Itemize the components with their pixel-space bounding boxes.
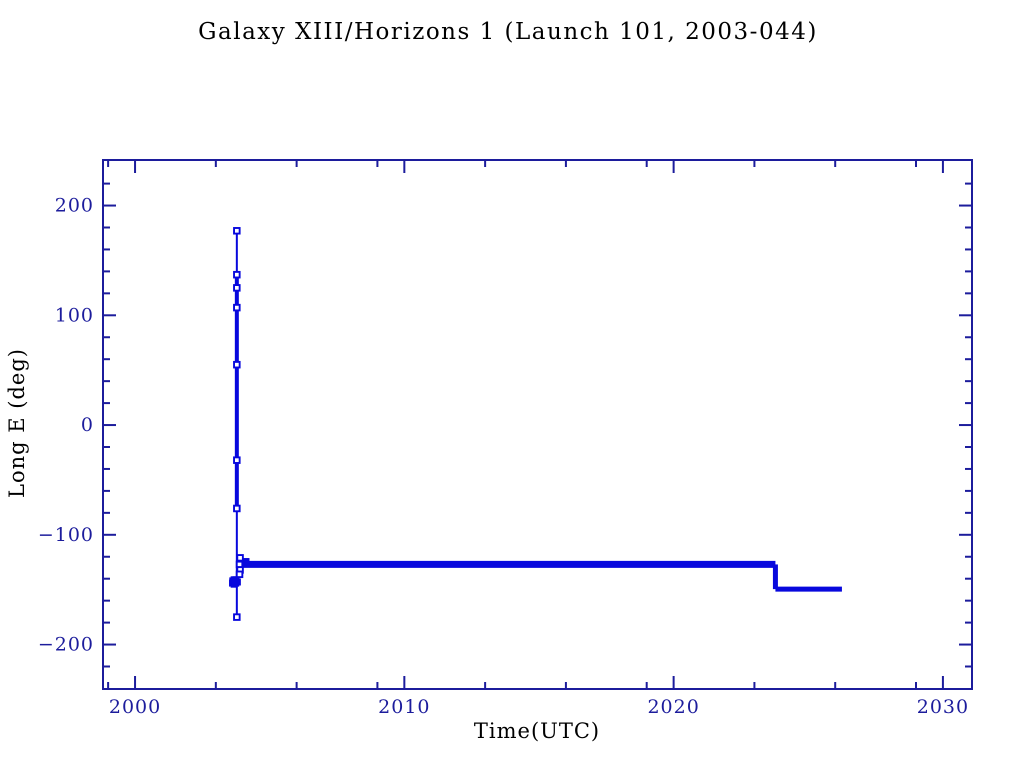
data-marker (233, 360, 241, 369)
x-tick-label: 2000 (109, 696, 161, 718)
y-tick-label: 0 (81, 414, 94, 436)
y-axis-label: Long E (deg) (5, 348, 29, 498)
y-tick-label: 200 (55, 195, 94, 217)
plot-frame (102, 159, 973, 690)
chart-title: Galaxy XIII/Horizons 1 (Launch 101, 2003… (198, 19, 818, 45)
axis-ticks (103, 160, 972, 689)
frame-rect (102, 159, 973, 690)
x-tick-label: 2020 (647, 696, 699, 718)
data-marker (233, 270, 241, 279)
x-tick-label: 2010 (378, 696, 430, 718)
data-marker (233, 303, 241, 312)
y-tick-label: −100 (38, 524, 94, 546)
x-axis-label: Time(UTC) (474, 719, 600, 743)
data-marker (233, 613, 241, 621)
axis-tick-labels: 2000 2010 2020 2030 −200 −100 0 100 200 (38, 195, 969, 718)
data-marker (235, 570, 244, 579)
data-marker (233, 284, 241, 292)
data-series (229, 227, 842, 621)
y-tick-label: −200 (38, 634, 94, 656)
data-marker (233, 456, 241, 464)
data-marker (233, 227, 241, 235)
x-tick-label: 2030 (917, 696, 969, 718)
data-marker (236, 554, 244, 562)
y-tick-label: 100 (55, 304, 94, 326)
data-marker (233, 504, 241, 513)
data-marker-filled (231, 579, 239, 587)
